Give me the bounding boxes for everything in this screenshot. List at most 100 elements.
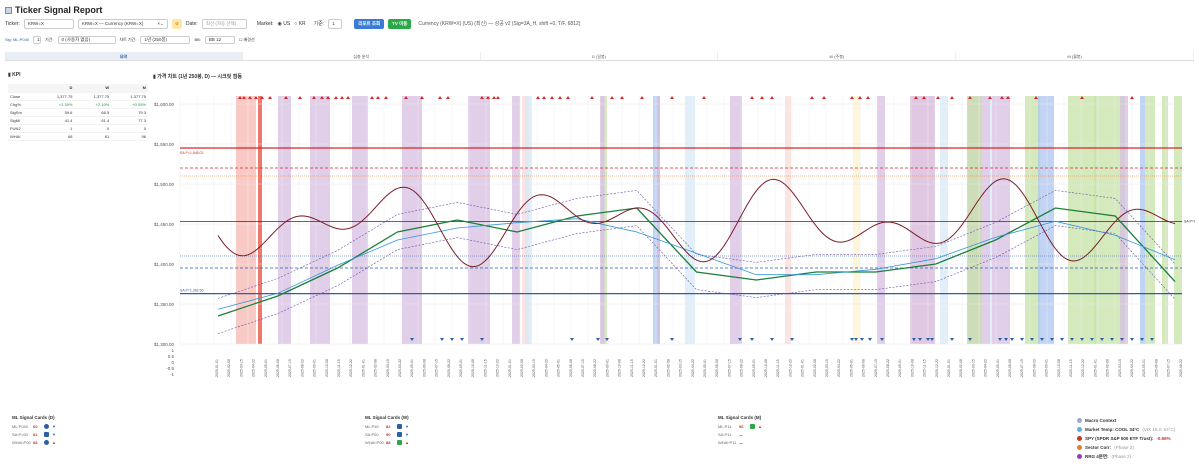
date-input[interactable]: 최신 (자동 선택) [201, 18, 247, 29]
favorite-button[interactable]: ☆ [171, 18, 182, 29]
cards-w-title: ML Signal Cards (W) [365, 415, 409, 420]
ml-cards-w: ML Signal Cards (W) ML:P40 82 ▼ SA:P00 90 ▼ … [365, 415, 409, 446]
x-tick-label: 2025-08-22 [1179, 359, 1183, 377]
x-tick-label: 2025-09-01 [1045, 359, 1049, 377]
buy-marker [1004, 338, 1008, 341]
market-us-radio[interactable]: ◉ US [277, 20, 291, 27]
x-tick-label: 2025-09-01 [898, 359, 902, 377]
x-tick-label: 2025-05-01 [1142, 359, 1146, 377]
regime-band [402, 96, 422, 344]
x-tick-label: 2025-10-08 [325, 359, 329, 377]
check-icon [750, 423, 755, 429]
list-item: WHAI:P00 88 ▲ [365, 439, 409, 445]
regime-band [1174, 96, 1182, 344]
tab-daily[interactable]: D (일봉) [481, 52, 719, 60]
x-tick-label: 2025-01-01 [1093, 359, 1097, 377]
buy-marker [998, 338, 1002, 341]
x-tick-label: 2025-02-08 [813, 359, 817, 377]
regime-band [853, 96, 860, 344]
x-tick-label: 2025-04-22 [691, 359, 695, 377]
regime-band [310, 96, 330, 344]
x-tick-label: 2025-10-08 [471, 359, 475, 377]
sell-marker [334, 96, 338, 99]
sell-marker [550, 96, 554, 99]
ticker-combo[interactable]: KRW=X — Currency (KRW=X) ×⌄ [77, 18, 168, 29]
buy-marker [440, 338, 444, 341]
sig-input[interactable]: 1 [33, 35, 42, 44]
sell-marker [1000, 96, 1004, 99]
x-tick-label: 2025-08-22 [300, 359, 304, 377]
sell-marker [370, 96, 374, 99]
sell-marker [480, 96, 484, 99]
buy-marker [850, 338, 854, 341]
sell-marker [238, 96, 242, 99]
regime-band [785, 96, 791, 344]
buy-marker [1150, 338, 1154, 341]
sell-marker [810, 96, 814, 99]
buy-marker [968, 338, 972, 341]
fetch-report-button[interactable]: 리포트 조회 [354, 18, 385, 29]
x-tick-label: 2025-08-22 [447, 359, 451, 377]
regime-band [1038, 96, 1054, 344]
tab-monthly[interactable]: M (월봉) [956, 52, 1194, 60]
sell-marker [260, 96, 264, 99]
list-item: SA:P11— [718, 431, 743, 437]
chart-title: ▮ 가격 차트 (1년 250봉, D) — 시크릿 점등 [153, 74, 242, 80]
sell-marker [1080, 96, 1084, 99]
blue-dot-icon [44, 423, 49, 429]
price-chart[interactable]: $1,600.00 $1,550.00 $1,500.00 $1,450.00 $1,4… [150, 82, 1195, 412]
x-tick-label: 2025-04-22 [252, 359, 256, 377]
buy-marker [868, 338, 872, 341]
x-tick-label: 2025-06-08 [715, 359, 719, 377]
regime-band [877, 96, 885, 344]
buy-marker [950, 338, 954, 341]
x-tick-label: 2025-06-08 [422, 359, 426, 377]
sell-marker [420, 96, 424, 99]
bb-select[interactable]: BB 12 [204, 35, 235, 44]
x-tick-label: 2025-11-15 [1069, 359, 1073, 377]
sub-tick-label: 1 [171, 348, 174, 353]
x-tick-label: 2025-03-15 [679, 359, 683, 377]
x-tick-label: 2025-04-22 [837, 359, 841, 377]
globe-icon [1077, 418, 1082, 423]
tab-deep[interactable]: 심층 분석 [243, 52, 481, 60]
compare-checkbox[interactable]: ☐ 배경선 [238, 36, 255, 42]
tab-weekly[interactable]: W (주봉) [718, 52, 957, 60]
sell-marker [404, 96, 408, 99]
ticker-input[interactable]: KRW=X [23, 18, 74, 29]
period-select[interactable]: 0 (사용자 없음) [57, 35, 116, 44]
buy-marker [1070, 338, 1074, 341]
y-tick-label: $1,450.00 [154, 222, 175, 227]
sell-marker [384, 96, 388, 99]
m-icon [44, 439, 49, 445]
buy-marker [1010, 338, 1014, 341]
oscillator-line [217, 178, 1176, 268]
sig-label: Sig: ML:P040 [5, 37, 30, 42]
regime-band [258, 96, 262, 344]
regime-band [512, 96, 520, 344]
x-tick-label: 2025-10-08 [764, 359, 768, 377]
x-tick-label: 2025-02-08 [374, 359, 378, 377]
buy-marker [770, 338, 774, 341]
range-select[interactable]: 1년 (250봉) [140, 35, 191, 44]
tab-summary[interactable]: 요약 [5, 52, 243, 60]
sub-tick-label: -1 [170, 372, 174, 377]
x-tick-label: 2025-02-08 [1106, 359, 1110, 377]
tv-button[interactable]: TV 이동 [388, 18, 412, 29]
x-tick-label: 2025-02-08 [959, 359, 963, 377]
x-tick-label: 2025-03-15 [386, 359, 390, 377]
x-tick-label: 2025-04-22 [544, 359, 548, 377]
buy-marker [1030, 338, 1034, 341]
spy-row: SPY (SPDR S&P 500 ETF Trust): -0.66% [1077, 434, 1195, 443]
rrg-icon [1077, 454, 1082, 459]
sell-marker [376, 96, 380, 99]
sell-marker [866, 96, 870, 99]
bb-lower-line [217, 225, 1176, 334]
tab-bar: 요약 심층 분석 D (일봉) W (주봉) M (월봉) [5, 52, 1194, 61]
days-input[interactable]: 1 [328, 18, 343, 29]
x-tick-label: 2025-12-22 [1081, 359, 1085, 377]
ref-upper-label: SA P=1,545.02 [180, 151, 204, 155]
market-kr-radio[interactable]: ○ KR [294, 20, 306, 27]
sell-marker [968, 96, 972, 99]
x-tick-label: 2025-09-01 [313, 359, 317, 377]
